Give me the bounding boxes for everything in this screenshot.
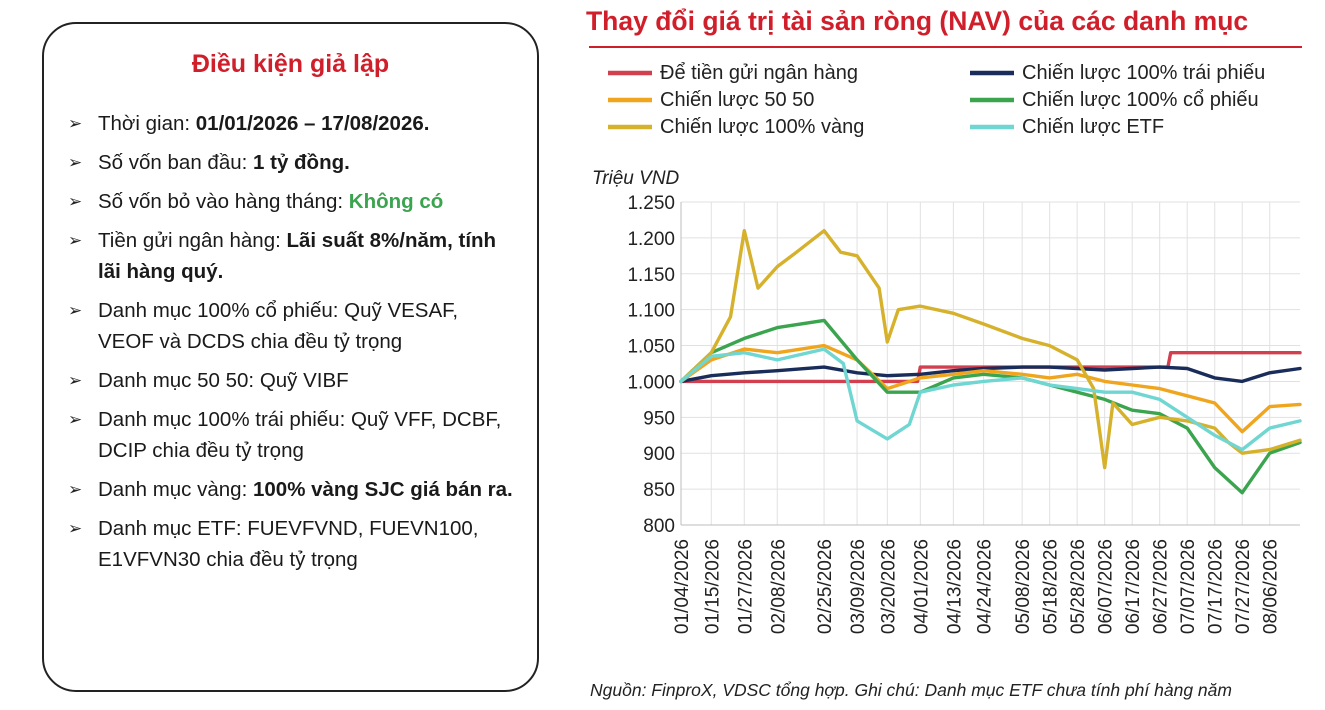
condition-item: ➢ Danh mục 100% trái phiếu: Quỹ VFF, DCBF… bbox=[68, 404, 518, 466]
chart-series-lines bbox=[679, 228, 1302, 495]
y-tick-label: 900 bbox=[643, 444, 675, 465]
source-note: Nguồn: FinproX, VDSC tổng hợp. Ghi chú: … bbox=[590, 680, 1232, 700]
arrow-icon: ➢ bbox=[68, 301, 83, 320]
series-line bbox=[679, 318, 1302, 495]
condition-label: Danh mục ETF: FUEVFVND, FUEVN100, E1VFVN… bbox=[98, 517, 479, 571]
x-tick-label: 07/17/2026 bbox=[1206, 539, 1227, 634]
condition-value: 01/01/2026 – 17/08/2026. bbox=[195, 112, 430, 135]
x-tick-label: 05/28/2026 bbox=[1068, 539, 1089, 634]
condition-item: ➢ Danh mục ETF: FUEVFVND, FUEVN100, E1VFV… bbox=[68, 513, 518, 575]
x-tick-label: 04/24/2026 bbox=[975, 539, 996, 634]
legend-label: Chiến lược 50 50 bbox=[660, 89, 814, 111]
y-axis-unit-label: Triệu VND bbox=[592, 168, 680, 189]
x-tick-label: 04/01/2026 bbox=[911, 539, 932, 634]
arrow-icon: ➢ bbox=[68, 231, 83, 250]
x-tick-label: 03/20/2026 bbox=[878, 539, 899, 634]
legend-label: Chiến lược 100% trái phiếu bbox=[1022, 62, 1265, 84]
condition-label: Số vốn ban đầu: bbox=[98, 151, 254, 174]
y-tick-label: 1.000 bbox=[627, 372, 675, 393]
condition-label: Danh mục vàng: bbox=[98, 478, 253, 501]
legend-label: Chiến lược ETF bbox=[1022, 116, 1164, 138]
y-tick-label: 1.050 bbox=[627, 337, 675, 358]
condition-value: 100% vàng SJC giá bán ra. bbox=[252, 478, 513, 501]
arrow-icon: ➢ bbox=[68, 519, 83, 538]
condition-label: Danh mục 100% cổ phiếu: Quỹ VESAF, VEOF … bbox=[98, 299, 459, 353]
condition-label: Tiền gửi ngân hàng: bbox=[98, 229, 287, 252]
y-tick-label: 1.100 bbox=[627, 301, 675, 322]
panel-title: Điều kiện giả lập bbox=[191, 50, 390, 78]
legend-label: Chiến lược 100% vàng bbox=[660, 116, 864, 138]
arrow-icon: ➢ bbox=[68, 480, 83, 499]
x-axis-ticks: 01/04/2026 01/15/2026 01/27/2026 02/08/2026… bbox=[672, 539, 1282, 634]
y-tick-label: 950 bbox=[643, 408, 675, 429]
x-tick-label: 03/09/2026 bbox=[848, 539, 869, 634]
x-tick-label: 06/27/2026 bbox=[1151, 539, 1172, 634]
legend-label: Chiến lược 100% cổ phiếu bbox=[1022, 89, 1259, 111]
y-tick-label: 1.150 bbox=[627, 265, 675, 286]
x-tick-label: 07/27/2026 bbox=[1233, 539, 1254, 634]
x-tick-label: 01/27/2026 bbox=[735, 539, 756, 634]
x-tick-label: 01/15/2026 bbox=[702, 539, 723, 634]
condition-item: ➢ Thời gian: 01/01/2026 – 17/08/2026. bbox=[68, 108, 518, 139]
arrow-icon: ➢ bbox=[68, 114, 83, 133]
legend-label: Để tiền gửi ngân hàng bbox=[660, 62, 858, 84]
condition-item: ➢ Danh mục 50 50: Quỹ VIBF bbox=[68, 365, 518, 396]
arrow-icon: ➢ bbox=[68, 410, 83, 429]
condition-item: ➢ Danh mục vàng: 100% vàng SJC giá bán ra… bbox=[68, 474, 518, 505]
chart-legend: Để tiền gửi ngân hàng Chiến lược 100% trá… bbox=[608, 62, 1265, 138]
x-tick-label: 05/18/2026 bbox=[1041, 539, 1062, 634]
x-tick-label: 07/07/2026 bbox=[1178, 539, 1199, 634]
y-axis-ticks: 800 850 900 950 1.000 1.050 1.100 1.150 1.200 1.2… bbox=[627, 193, 675, 537]
condition-item: ➢ Danh mục 100% cổ phiếu: Quỹ VESAF, VEOF… bbox=[68, 295, 518, 357]
condition-label: Số vốn bỏ vào hàng tháng: bbox=[98, 190, 349, 213]
condition-label: Thời gian: bbox=[98, 112, 196, 135]
condition-label: Danh mục 50 50: Quỹ VIBF bbox=[98, 369, 349, 392]
condition-item: ➢ Tiền gửi ngân hàng: Lãi suất 8%/năm, tí… bbox=[68, 225, 518, 287]
title-underline bbox=[589, 46, 1302, 48]
y-tick-label: 800 bbox=[643, 516, 675, 537]
x-tick-label: 04/13/2026 bbox=[944, 539, 965, 634]
x-tick-label: 08/06/2026 bbox=[1261, 539, 1282, 634]
y-tick-label: 1.200 bbox=[627, 229, 675, 250]
condition-item: ➢ Số vốn ban đầu: 1 tỷ đồng. bbox=[68, 147, 518, 178]
arrow-icon: ➢ bbox=[68, 371, 83, 390]
condition-label: Danh mục 100% trái phiếu: Quỹ VFF, DCBF,… bbox=[98, 408, 502, 462]
x-tick-label: 06/07/2026 bbox=[1096, 539, 1117, 634]
series-line bbox=[679, 365, 1302, 384]
simulation-conditions-panel: Điều kiện giả lập ➢ Thời gian: 01/01/2026… bbox=[42, 22, 539, 692]
chart-title: Thay đổi giá trị tài sản ròng (NAV) của … bbox=[586, 6, 1249, 36]
condition-value: Lãi suất 8%/năm, tính lãi hàng quý. bbox=[98, 229, 497, 283]
x-tick-label: 05/08/2026 bbox=[1013, 539, 1034, 634]
x-tick-label: 02/25/2026 bbox=[815, 539, 836, 634]
chart-gridlines bbox=[680, 201, 1300, 526]
conditions-list: ➢ Thời gian: 01/01/2026 – 17/08/2026. ➢ Số… bbox=[68, 108, 518, 583]
condition-item: ➢ Số vốn bỏ vào hàng tháng: Không có bbox=[68, 186, 518, 217]
arrow-icon: ➢ bbox=[68, 153, 83, 172]
series-line bbox=[679, 343, 1302, 434]
y-tick-label: 1.250 bbox=[627, 193, 675, 214]
series-line bbox=[679, 347, 1302, 452]
condition-value: 1 tỷ đồng. bbox=[253, 151, 350, 174]
y-tick-label: 850 bbox=[643, 480, 675, 501]
condition-value: Không có bbox=[348, 190, 444, 213]
x-tick-label: 06/17/2026 bbox=[1123, 539, 1144, 634]
x-tick-label: 02/08/2026 bbox=[768, 539, 789, 634]
x-tick-label: 01/04/2026 bbox=[672, 539, 693, 634]
arrow-icon: ➢ bbox=[68, 192, 83, 211]
